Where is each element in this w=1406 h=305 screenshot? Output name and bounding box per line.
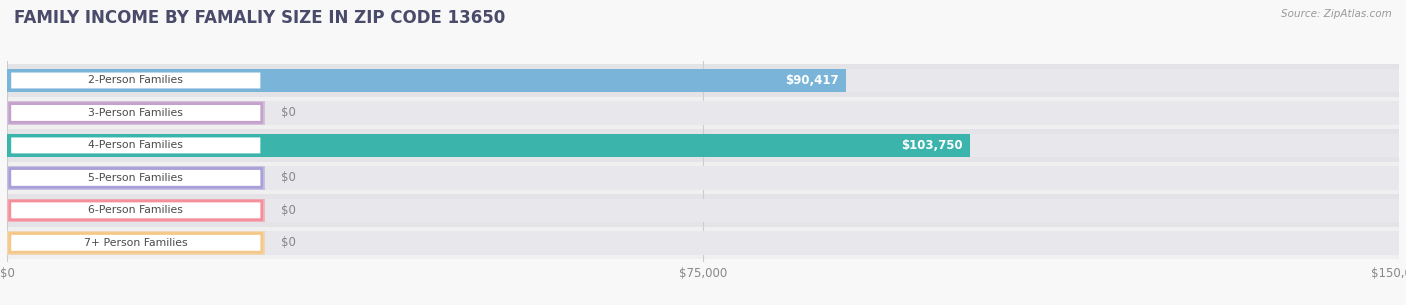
Text: $0: $0	[281, 171, 297, 185]
FancyBboxPatch shape	[10, 104, 262, 122]
Text: $90,417: $90,417	[786, 74, 839, 87]
Text: $0: $0	[281, 236, 297, 249]
Text: FAMILY INCOME BY FAMALIY SIZE IN ZIP CODE 13650: FAMILY INCOME BY FAMALIY SIZE IN ZIP COD…	[14, 9, 505, 27]
Bar	[7, 194, 1399, 227]
Text: $0: $0	[281, 106, 297, 120]
FancyBboxPatch shape	[10, 136, 262, 155]
Bar	[7, 199, 264, 222]
Bar	[7, 162, 1399, 194]
Bar	[7, 134, 1399, 157]
Bar	[7, 227, 1399, 259]
FancyBboxPatch shape	[10, 71, 262, 90]
FancyBboxPatch shape	[10, 169, 262, 187]
Bar	[7, 129, 1399, 162]
Text: 2-Person Families: 2-Person Families	[89, 75, 183, 85]
Text: 5-Person Families: 5-Person Families	[89, 173, 183, 183]
Bar	[7, 166, 264, 190]
Bar	[7, 97, 1399, 129]
Text: 6-Person Families: 6-Person Families	[89, 205, 183, 215]
Bar	[7, 101, 264, 125]
Bar	[7, 231, 1399, 254]
Text: 3-Person Families: 3-Person Families	[89, 108, 183, 118]
Bar	[7, 134, 970, 157]
Text: 7+ Person Families: 7+ Person Families	[84, 238, 187, 248]
Bar	[7, 231, 264, 254]
FancyBboxPatch shape	[10, 201, 262, 220]
Text: 4-Person Families: 4-Person Families	[89, 140, 183, 150]
Text: $103,750: $103,750	[901, 139, 963, 152]
Text: Source: ZipAtlas.com: Source: ZipAtlas.com	[1281, 9, 1392, 19]
Bar	[7, 166, 1399, 190]
Text: $0: $0	[281, 204, 297, 217]
Bar	[7, 101, 1399, 125]
Bar	[7, 64, 1399, 97]
FancyBboxPatch shape	[10, 233, 262, 252]
Bar	[7, 69, 846, 92]
Bar	[7, 199, 1399, 222]
Bar	[7, 69, 1399, 92]
